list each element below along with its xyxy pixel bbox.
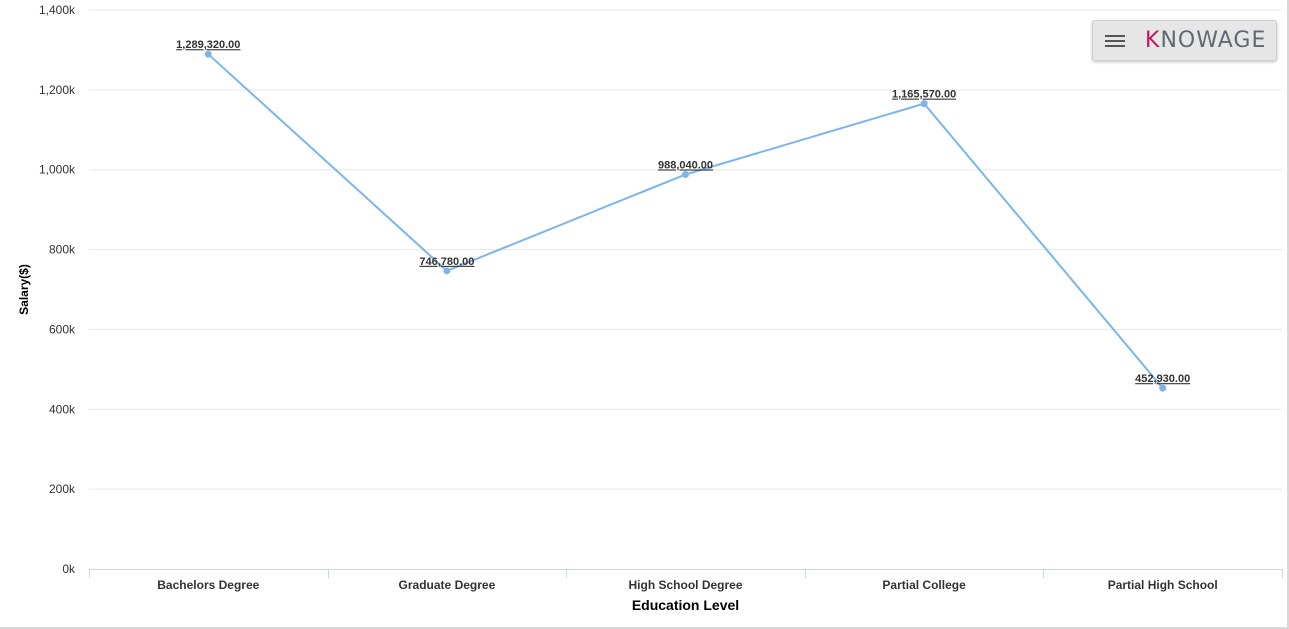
hamburger-menu-icon[interactable]	[1105, 33, 1125, 49]
y-tick-label: 1,200k	[39, 83, 76, 97]
data-labels: 1,289,320.00 746,780.00 988,040.00 1,165,57…	[176, 39, 1190, 385]
data-point[interactable]	[443, 267, 451, 275]
data-label: 988,040.00	[658, 159, 713, 171]
data-label: 746,780.00	[419, 256, 474, 268]
data-point[interactable]	[1159, 384, 1167, 392]
x-category-label: Graduate Degree	[399, 578, 496, 592]
x-category-label: Bachelors Degree	[157, 578, 259, 592]
knowage-logo: KNOWAGE	[1145, 28, 1267, 53]
chart-menu-widget[interactable]: KNOWAGE	[1092, 20, 1277, 61]
data-point[interactable]	[920, 100, 928, 108]
data-point[interactable]	[682, 170, 689, 178]
x-category-label: High School Degree	[628, 578, 742, 592]
series-line	[204, 50, 1167, 392]
x-category-label: Partial College	[882, 578, 966, 592]
y-axis: 0k 200k 400k 600k 800k 1,000k 1,200k 1,400k	[39, 3, 76, 576]
y-tick-label: 800k	[49, 243, 76, 257]
y-tick-label: 200k	[49, 482, 76, 496]
y-tick-label: 400k	[49, 402, 76, 416]
x-axis-title: Education Level	[632, 597, 739, 613]
y-tick-label: 1,400k	[39, 3, 76, 17]
y-axis-title: Salary($)	[17, 264, 31, 315]
data-point[interactable]	[204, 50, 212, 58]
series-line-path	[207, 53, 1164, 389]
data-label: 452,930.00	[1135, 373, 1190, 385]
y-tick-label: 600k	[49, 322, 76, 336]
x-category-label: Partial High School	[1108, 578, 1218, 592]
grid-lines	[89, 9, 1282, 490]
data-label: 1,289,320.00	[176, 39, 240, 51]
data-label: 1,165,570.00	[892, 89, 956, 101]
y-tick-label: 1,000k	[39, 163, 76, 177]
x-axis: Bachelors Degree Graduate Degree High Scho…	[89, 569, 1283, 592]
y-tick-label: 0k	[62, 562, 76, 576]
